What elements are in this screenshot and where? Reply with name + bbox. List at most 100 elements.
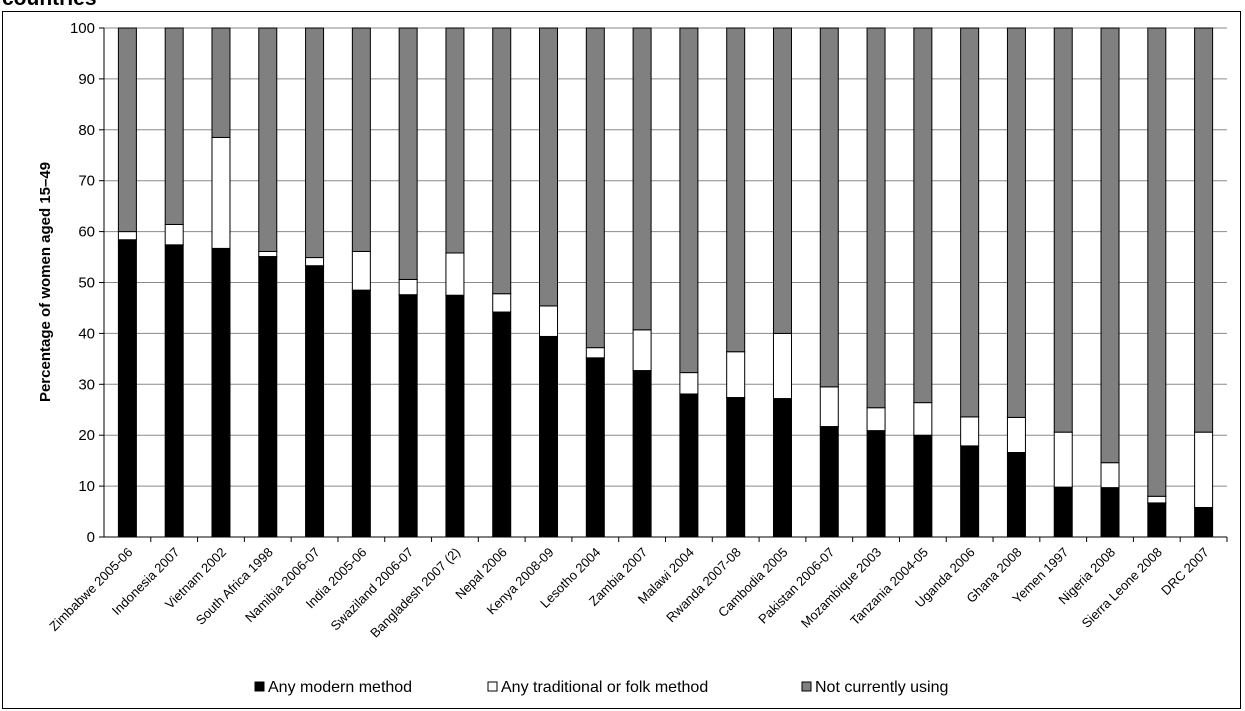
legend-label: Any traditional or folk method bbox=[501, 679, 708, 696]
x-tick-label: Mozambique 2003 bbox=[798, 545, 884, 631]
bar-segment-traditional bbox=[585, 347, 605, 359]
bar-segment-traditional bbox=[913, 402, 933, 436]
bar-segment-not-using bbox=[1194, 27, 1214, 433]
bar-segment-traditional bbox=[866, 407, 886, 432]
y-tick-label: 60 bbox=[78, 224, 95, 241]
legend-swatch bbox=[254, 681, 265, 692]
bar-segment-modern bbox=[164, 244, 184, 538]
bar-segment-not-using bbox=[539, 27, 559, 307]
bar-segment-modern bbox=[117, 239, 137, 538]
bar-segment-not-using bbox=[351, 27, 371, 252]
bar-segment-not-using bbox=[117, 27, 137, 233]
bar-segment-modern bbox=[445, 294, 465, 538]
chart-frame bbox=[2, 11, 1241, 709]
bar-segment-not-using bbox=[1147, 27, 1167, 497]
y-tick-label: 0 bbox=[87, 529, 95, 546]
bar-segment-modern bbox=[211, 247, 231, 538]
bar-segment-traditional bbox=[726, 351, 746, 399]
bar-segment-not-using bbox=[1100, 27, 1120, 464]
bars bbox=[117, 27, 1214, 538]
x-tick-label: Sierra Leone 2008 bbox=[1079, 545, 1165, 631]
legend-swatch bbox=[801, 681, 812, 692]
bar-segment-not-using bbox=[445, 27, 465, 254]
bar-segment-modern bbox=[585, 357, 605, 538]
bar-segment-not-using bbox=[492, 27, 512, 295]
x-tick-label: Swaziland 2006-07 bbox=[327, 545, 416, 634]
bar-segment-traditional bbox=[211, 136, 231, 249]
bar-segment-not-using bbox=[679, 27, 699, 374]
bar-segment-traditional bbox=[117, 231, 137, 241]
bar-segment-modern bbox=[1006, 452, 1026, 538]
chart-title: countries bbox=[2, 0, 97, 11]
bar-segment-modern bbox=[866, 430, 886, 538]
bar-segment-not-using bbox=[1006, 27, 1026, 418]
bar-segment-traditional bbox=[960, 416, 980, 447]
bar-segment-not-using bbox=[960, 27, 980, 418]
bar-segment-modern bbox=[492, 311, 512, 538]
bar-segment-modern bbox=[1053, 486, 1073, 538]
y-axis-label: Percentage of women aged 15–49 bbox=[37, 162, 54, 402]
y-tick-label: 90 bbox=[78, 71, 95, 88]
bar-segment-not-using bbox=[305, 27, 325, 259]
x-tick-label: DRC 2007 bbox=[1158, 545, 1212, 599]
bar-segment-not-using bbox=[1053, 27, 1073, 433]
bar-segment-traditional bbox=[632, 329, 652, 372]
bar-segment-modern bbox=[398, 294, 418, 538]
bar-segment-not-using bbox=[258, 27, 278, 252]
bar-segment-traditional bbox=[819, 386, 839, 428]
bar-segment-traditional bbox=[1100, 462, 1120, 489]
y-tick-label: 10 bbox=[78, 478, 95, 495]
y-tick-label: 80 bbox=[78, 122, 95, 139]
bar-segment-traditional bbox=[772, 332, 792, 400]
x-tick-label: Bangladesh 2007 (2) bbox=[367, 545, 463, 641]
bar-segment-traditional bbox=[679, 372, 699, 395]
bar-segment-modern bbox=[960, 445, 980, 538]
bar-segment-not-using bbox=[866, 27, 886, 409]
legend: Any modern method Any traditional or folk… bbox=[254, 679, 948, 696]
bar-segment-modern bbox=[1100, 487, 1120, 538]
bar-segment-not-using bbox=[211, 27, 231, 138]
y-tick-labels: 0 10 20 30 40 50 60 70 80 90 100 bbox=[70, 20, 95, 546]
y-tick-label: 50 bbox=[78, 275, 95, 292]
bar-segment-not-using bbox=[398, 27, 418, 280]
bar-segment-traditional bbox=[492, 293, 512, 313]
axes bbox=[103, 28, 1227, 538]
bar-segment-traditional bbox=[164, 223, 184, 246]
legend-label: Any modern method bbox=[268, 679, 412, 696]
y-tick-label: 70 bbox=[78, 173, 95, 190]
bar-segment-traditional bbox=[1194, 431, 1214, 508]
bar-segment-modern bbox=[679, 393, 699, 538]
bar-segment-not-using bbox=[164, 27, 184, 225]
bar-segment-not-using bbox=[632, 27, 652, 331]
y-tick-label: 20 bbox=[78, 427, 95, 444]
x-tick-label: Zimbabwe 2005-06 bbox=[46, 545, 135, 634]
bar-segment-not-using bbox=[772, 27, 792, 334]
bar-segment-modern bbox=[305, 265, 325, 538]
y-tick-label: 100 bbox=[70, 20, 95, 37]
bar-segment-modern bbox=[351, 289, 371, 538]
gridlines bbox=[99, 27, 1228, 542]
bar-segment-modern bbox=[632, 370, 652, 538]
bar-segment-modern bbox=[258, 256, 278, 538]
bar-segment-modern bbox=[726, 397, 746, 538]
bar-segment-traditional bbox=[258, 250, 278, 258]
legend-label: Not currently using bbox=[815, 679, 948, 696]
bar-segment-traditional bbox=[351, 250, 371, 291]
bar-segment-traditional bbox=[539, 305, 559, 337]
bar-segment-traditional bbox=[1006, 416, 1026, 454]
bar-segment-traditional bbox=[445, 252, 465, 296]
y-tick-label: 40 bbox=[78, 325, 95, 342]
bar-segment-traditional bbox=[305, 257, 325, 267]
bar-segment-not-using bbox=[585, 27, 605, 349]
bar-segment-modern bbox=[1194, 506, 1214, 538]
bar-segment-modern bbox=[913, 434, 933, 538]
bar-segment-not-using bbox=[819, 27, 839, 388]
bar-segment-not-using bbox=[726, 27, 746, 353]
bar-segment-traditional bbox=[1147, 495, 1167, 504]
bar-segment-modern bbox=[539, 335, 559, 538]
bar-segment-traditional bbox=[1053, 431, 1073, 488]
bar-segment-modern bbox=[819, 426, 839, 538]
bar-segment-modern bbox=[772, 398, 792, 538]
